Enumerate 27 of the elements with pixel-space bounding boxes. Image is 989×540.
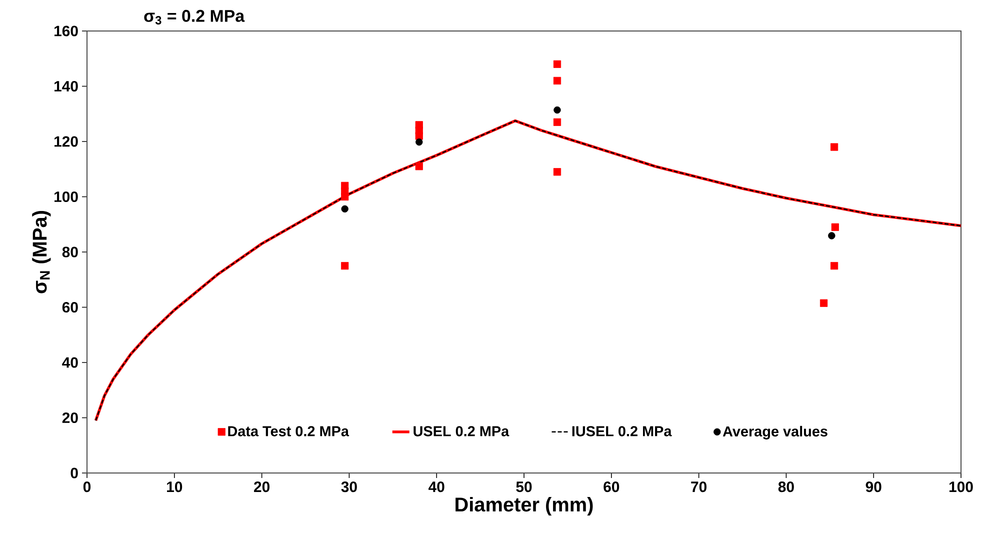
y-tick-label: 0: [70, 468, 78, 478]
y-tick-label: 140: [54, 80, 78, 92]
y-tick-label: 20: [62, 412, 78, 424]
y-tick-label: 160: [54, 26, 78, 36]
x-tick-label: 90: [866, 482, 882, 492]
x-tick-label: 80: [778, 482, 794, 492]
x-tick-label: 70: [691, 482, 706, 492]
y-tick-label: 100: [54, 191, 78, 202]
x-tick-label: 50: [516, 482, 532, 492]
x-tick-label: 30: [341, 482, 357, 492]
legend-label: Data Test 0.2 MPa: [228, 426, 350, 436]
legend-label: USEL 0.2 MPa: [414, 426, 510, 436]
x-tick-label: 100: [949, 482, 973, 492]
legend-label: IUSEL 0.2 MPa: [572, 426, 672, 436]
x-tick-label: 60: [604, 482, 620, 492]
legend-label: Average values: [722, 426, 828, 440]
x-tick-label: 10: [167, 482, 182, 492]
y-tick-label: 40: [62, 357, 78, 368]
x-tick-label: 0: [83, 482, 91, 492]
y-tick-label: 60: [62, 302, 78, 313]
x-tick-label: 40: [428, 482, 444, 492]
x-tick-label: 20: [254, 482, 270, 492]
y-axis-title: σ$_{N}$ (MPa): [32, 211, 51, 294]
chart-title: σ$_{3}$ = 0.2 MPa: [144, 10, 245, 24]
y-tick-label: 120: [54, 136, 78, 147]
x-axis-title: Diameter (mm): [456, 496, 593, 516]
y-tick-label: 80: [62, 246, 78, 258]
